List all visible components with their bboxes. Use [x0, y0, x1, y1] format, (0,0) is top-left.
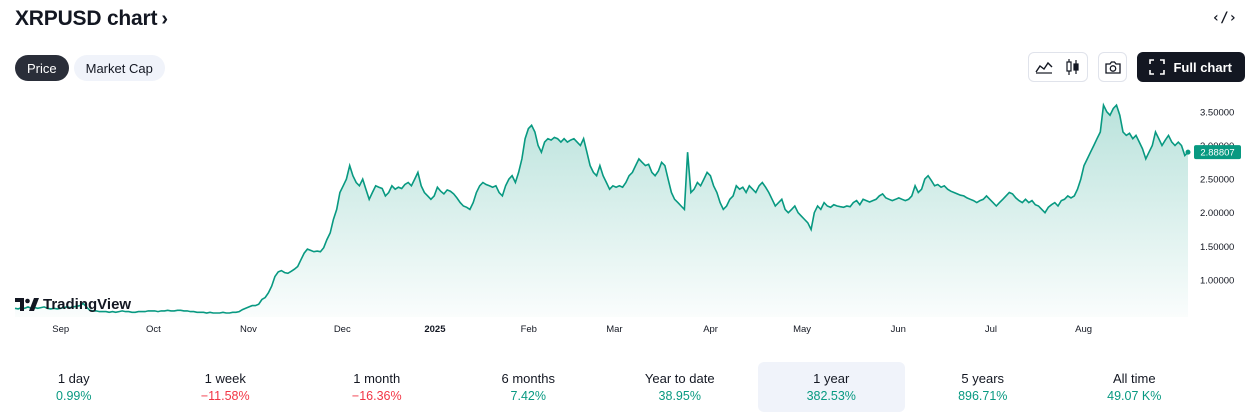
code-icon[interactable]: ‹/›: [1211, 10, 1237, 26]
area-chart-icon[interactable]: [1029, 53, 1058, 81]
period-all-time[interactable]: All time 49.07 K%: [1061, 362, 1209, 412]
period-label: 6 months: [501, 371, 555, 386]
y-tick-label: 1.50000: [1200, 242, 1234, 253]
period-value: 38.95%: [658, 389, 701, 403]
full-chart-button[interactable]: Full chart: [1137, 52, 1245, 82]
chart-toolbar: Full chart: [1028, 52, 1245, 82]
period-value: −11.58%: [200, 389, 250, 403]
y-tick-label: 2.00000: [1200, 208, 1234, 219]
x-tick-label: Nov: [240, 324, 257, 335]
period-label: 1 day: [57, 371, 90, 386]
market-cap-toggle-button[interactable]: Market Cap: [73, 55, 165, 81]
period-label: All time: [1112, 371, 1156, 386]
x-tick-label: 2025: [424, 324, 446, 335]
period-label: Year to date: [644, 371, 715, 386]
y-tick-label: 3.50000: [1200, 107, 1234, 118]
period-value: −16.36%: [351, 389, 402, 403]
last-price-dot: [1185, 149, 1191, 155]
full-chart-label: Full chart: [1173, 59, 1232, 75]
period-label: 1 week: [204, 371, 246, 386]
price-marketcap-toggle: Price Market Cap: [15, 55, 165, 81]
price-toggle-button[interactable]: Price: [15, 55, 69, 81]
y-tick-label: 1.00000: [1200, 276, 1234, 287]
price-chart[interactable]: 3.500003.000002.500002.000001.500001.000…: [0, 95, 1255, 345]
period-value: 896.71%: [958, 389, 1008, 403]
logo-text: TradingView: [43, 296, 132, 313]
period-1-week[interactable]: 1 week −11.58%: [152, 362, 300, 412]
last-price-label: 2.88807: [1200, 148, 1234, 159]
x-tick-label: Aug: [1075, 324, 1092, 335]
x-tick-label: Dec: [334, 324, 351, 335]
period-1-year[interactable]: 1 year 382.53%: [757, 362, 905, 412]
candlestick-icon[interactable]: [1058, 53, 1087, 81]
chart-style-group: [1028, 52, 1089, 82]
x-tick-label: Apr: [703, 324, 718, 335]
tradingview-logo-icon: [15, 298, 39, 311]
last-price-badge: [1194, 145, 1241, 160]
period-value: 382.53%: [806, 389, 856, 403]
x-tick-label: Sep: [52, 324, 69, 335]
x-tick-label: May: [793, 324, 811, 335]
fullscreen-icon: [1149, 59, 1166, 75]
price-area: [15, 105, 1188, 317]
tradingview-logo: TradingView: [15, 296, 131, 313]
period-6-months[interactable]: 6 months 7.42%: [455, 362, 603, 412]
price-line: [14, 102, 1189, 314]
camera-icon[interactable]: [1098, 52, 1128, 82]
period-1-day[interactable]: 1 day 0.99%: [0, 362, 148, 412]
chevron-right-icon: ›: [161, 7, 168, 30]
performance-periods: 1 day 0.99% 1 week −11.58% 1 month −16.36% …: [0, 362, 1255, 412]
period-year-to-date[interactable]: Year to date 38.95%: [606, 362, 754, 412]
period-label: 5 years: [961, 371, 1005, 386]
period-value: 0.99%: [56, 389, 92, 403]
x-tick-label: Jun: [891, 324, 906, 335]
period-1-month[interactable]: 1 month −16.36%: [303, 362, 451, 412]
x-tick-label: Oct: [146, 324, 161, 335]
period-value: 7.42%: [510, 389, 546, 403]
period-label: 1 month: [353, 371, 401, 386]
title-text: XRPUSD chart: [15, 7, 158, 30]
period-label: 1 year: [813, 371, 850, 386]
period-5-years[interactable]: 5 years 896.71%: [909, 362, 1057, 412]
page-title[interactable]: XRPUSD chart ›: [15, 7, 168, 31]
period-value: 49.07 K%: [1107, 389, 1162, 403]
x-tick-label: Jul: [985, 324, 997, 335]
x-tick-label: Feb: [521, 324, 537, 335]
y-tick-label: 2.50000: [1200, 175, 1234, 186]
x-tick-label: Mar: [606, 324, 622, 335]
